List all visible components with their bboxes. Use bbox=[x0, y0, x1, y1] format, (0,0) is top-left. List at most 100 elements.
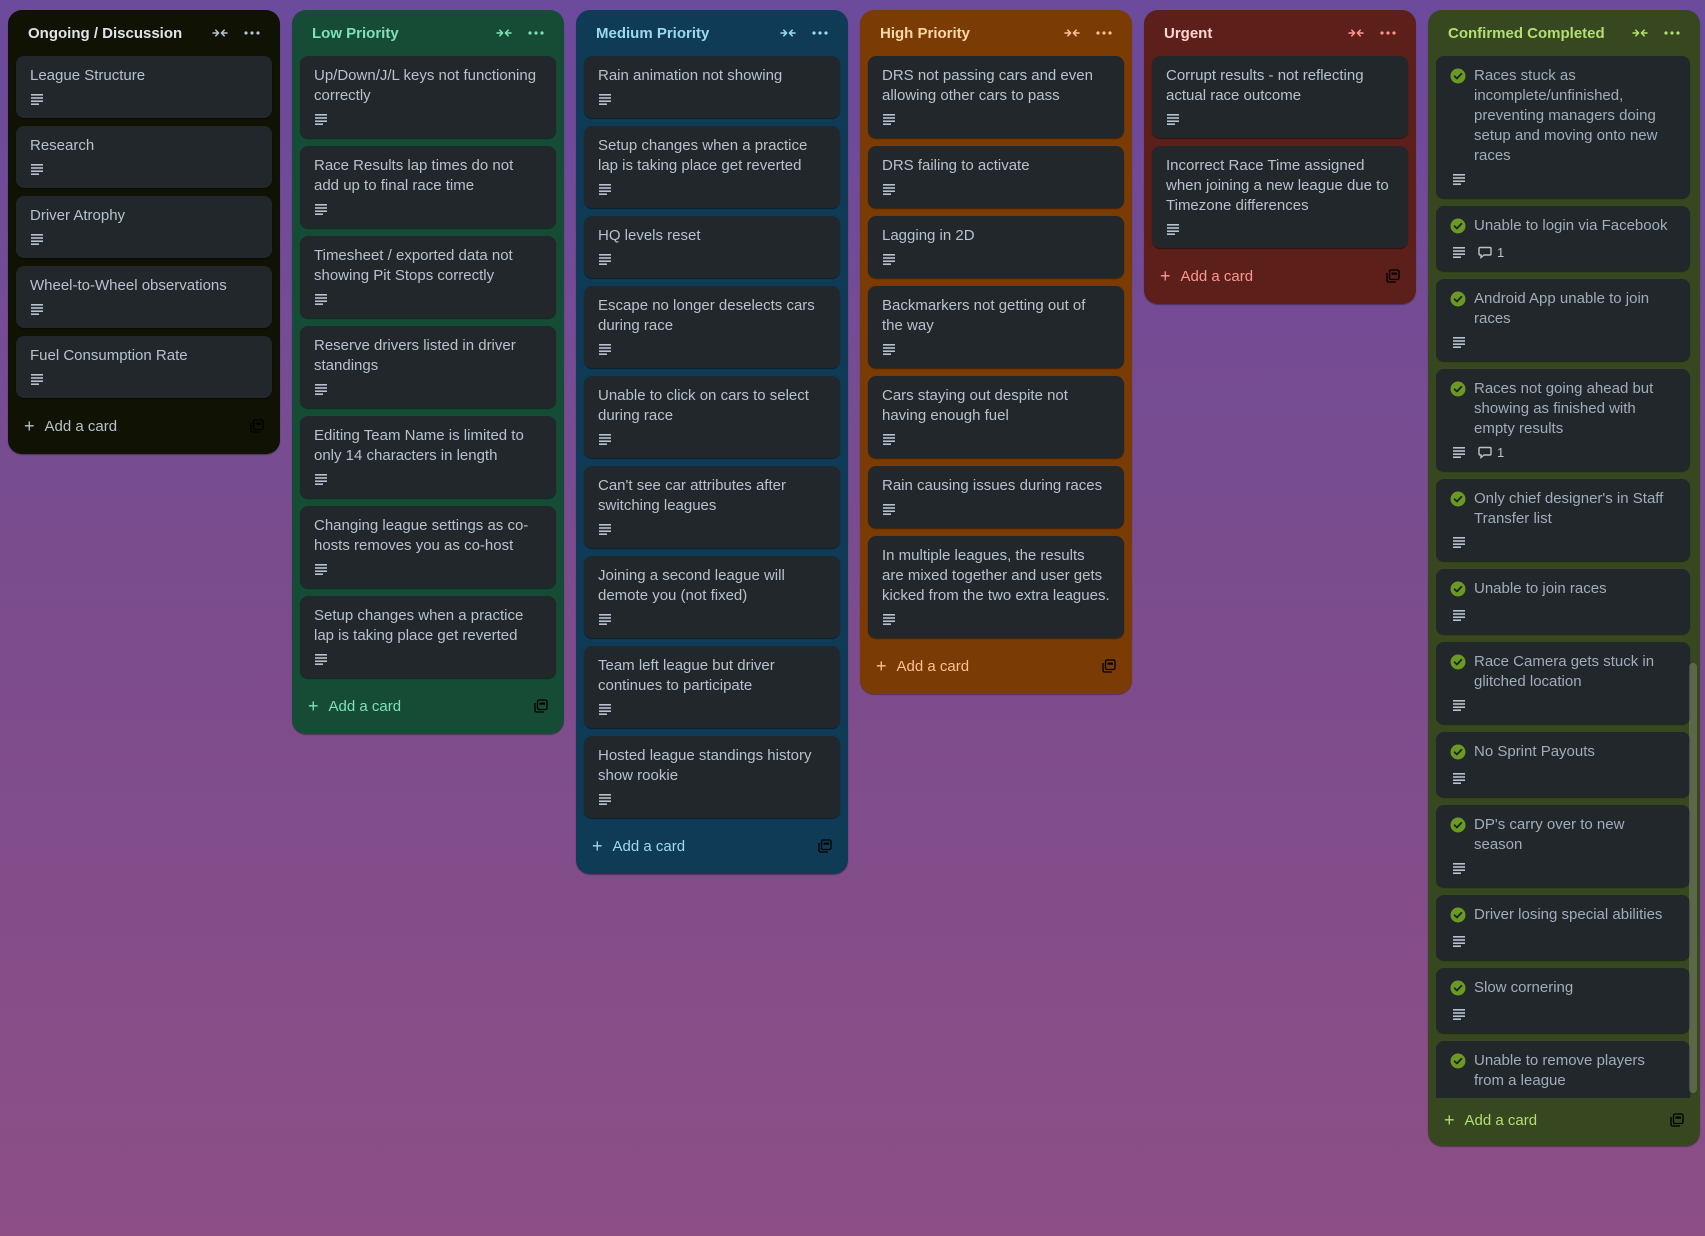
description-icon bbox=[30, 373, 44, 385]
collapse-icon[interactable] bbox=[1342, 19, 1370, 47]
scrollbar-thumb[interactable] bbox=[1689, 663, 1697, 1093]
card[interactable]: Unable to click on cars to select during… bbox=[584, 376, 840, 458]
list-header[interactable]: Low Priority bbox=[300, 10, 556, 56]
card[interactable]: Unable to remove players from a league bbox=[1436, 1041, 1690, 1098]
card[interactable]: Only chief designer's in Staff Transfer … bbox=[1436, 479, 1690, 561]
card[interactable]: Android App unable to join races bbox=[1436, 279, 1690, 361]
completed-check-icon[interactable] bbox=[1450, 1053, 1466, 1091]
list-title[interactable]: Urgent bbox=[1164, 24, 1213, 42]
card[interactable]: Slow cornering bbox=[1436, 968, 1690, 1033]
card[interactable]: Races stuck as incomplete/unfinished, pr… bbox=[1436, 56, 1690, 198]
card[interactable]: In multiple leagues, the results are mix… bbox=[868, 536, 1124, 638]
card[interactable]: DRS failing to activate bbox=[868, 146, 1124, 208]
card[interactable]: HQ levels reset bbox=[584, 216, 840, 278]
completed-check-icon[interactable] bbox=[1450, 817, 1466, 855]
more-options-icon[interactable] bbox=[1374, 19, 1402, 47]
list-title[interactable]: Confirmed Completed bbox=[1448, 24, 1605, 42]
add-card-button[interactable]: + Add a card bbox=[24, 417, 117, 435]
card[interactable]: Incorrect Race Time assigned when joinin… bbox=[1152, 146, 1408, 248]
add-card-label: Add a card bbox=[1464, 1111, 1538, 1129]
collapse-icon[interactable] bbox=[490, 19, 518, 47]
add-card-button[interactable]: + Add a card bbox=[1444, 1111, 1537, 1129]
list-header[interactable]: Confirmed Completed bbox=[1436, 10, 1692, 56]
card[interactable]: Can't see car attributes after switching… bbox=[584, 466, 840, 548]
card[interactable]: Cars staying out despite not having enou… bbox=[868, 376, 1124, 458]
card[interactable]: DRS not passing cars and even allowing o… bbox=[868, 56, 1124, 138]
card[interactable]: Rain animation not showing bbox=[584, 56, 840, 118]
card[interactable]: Team left league but driver continues to… bbox=[584, 646, 840, 728]
completed-check-icon[interactable] bbox=[1450, 291, 1466, 329]
completed-check-icon[interactable] bbox=[1450, 581, 1466, 602]
card[interactable]: Wheel-to-Wheel observations bbox=[16, 266, 272, 328]
card[interactable]: Race Results lap times do not add up to … bbox=[300, 146, 556, 228]
card[interactable]: Backmarkers not getting out of the way bbox=[868, 286, 1124, 368]
add-card-button[interactable]: + Add a card bbox=[876, 657, 969, 675]
create-from-template-icon[interactable] bbox=[1102, 659, 1116, 673]
collapse-icon[interactable] bbox=[774, 19, 802, 47]
card[interactable]: Setup changes when a practice lap is tak… bbox=[584, 126, 840, 208]
card[interactable]: Joining a second league will demote you … bbox=[584, 556, 840, 638]
card[interactable]: Escape no longer deselects cars during r… bbox=[584, 286, 840, 368]
card[interactable]: Driver Atrophy bbox=[16, 196, 272, 258]
completed-check-icon[interactable] bbox=[1450, 907, 1466, 928]
card[interactable]: Lagging in 2D bbox=[868, 216, 1124, 278]
card[interactable]: Fuel Consumption Rate bbox=[16, 336, 272, 398]
card[interactable]: No Sprint Payouts bbox=[1436, 732, 1690, 797]
card[interactable]: Driver losing special abilities bbox=[1436, 895, 1690, 960]
card-title: Can't see car attributes after switching… bbox=[598, 477, 786, 514]
create-from-template-icon[interactable] bbox=[534, 699, 548, 713]
add-card-button[interactable]: + Add a card bbox=[1160, 267, 1253, 285]
card[interactable]: Corrupt results - not reflecting actual … bbox=[1152, 56, 1408, 138]
card[interactable]: League Structure bbox=[16, 56, 272, 118]
list-header[interactable]: Medium Priority bbox=[584, 10, 840, 56]
description-icon bbox=[314, 563, 328, 575]
more-options-icon[interactable] bbox=[1658, 19, 1686, 47]
collapse-icon[interactable] bbox=[206, 19, 234, 47]
completed-check-icon[interactable] bbox=[1450, 68, 1466, 166]
create-from-template-icon[interactable] bbox=[1670, 1113, 1684, 1127]
completed-check-icon[interactable] bbox=[1450, 744, 1466, 765]
list-title[interactable]: Medium Priority bbox=[596, 24, 710, 42]
card[interactable]: Changing league settings as co-hosts rem… bbox=[300, 506, 556, 588]
list-header[interactable]: Ongoing / Discussion bbox=[16, 10, 272, 56]
create-from-template-icon[interactable] bbox=[1386, 269, 1400, 283]
more-options-icon[interactable] bbox=[1090, 19, 1118, 47]
list-header[interactable]: Urgent bbox=[1152, 10, 1408, 56]
completed-check-icon[interactable] bbox=[1450, 654, 1466, 692]
card[interactable]: Timesheet / exported data not showing Pi… bbox=[300, 236, 556, 318]
card[interactable]: Setup changes when a practice lap is tak… bbox=[300, 596, 556, 678]
list-high-priority: High Priority DRS not passing cars and e… bbox=[860, 10, 1132, 694]
scrollbar[interactable] bbox=[1689, 58, 1697, 1108]
more-options-icon[interactable] bbox=[806, 19, 834, 47]
card[interactable]: Up/Down/J/L keys not functioning correct… bbox=[300, 56, 556, 138]
create-from-template-icon[interactable] bbox=[818, 839, 832, 853]
description-icon bbox=[30, 93, 44, 105]
list-title[interactable]: Ongoing / Discussion bbox=[28, 24, 183, 42]
completed-check-icon[interactable] bbox=[1450, 218, 1466, 239]
add-card-button[interactable]: + Add a card bbox=[592, 837, 685, 855]
card[interactable]: Race Camera gets stuck in glitched locat… bbox=[1436, 642, 1690, 724]
list-title[interactable]: High Priority bbox=[880, 24, 971, 42]
more-options-icon[interactable] bbox=[522, 19, 550, 47]
card[interactable]: Rain causing issues during races bbox=[868, 466, 1124, 528]
card[interactable]: DP's carry over to new season bbox=[1436, 805, 1690, 887]
card[interactable]: Research bbox=[16, 126, 272, 188]
card[interactable]: Unable to login via Facebook 1 bbox=[1436, 206, 1690, 271]
add-card-button[interactable]: + Add a card bbox=[308, 697, 401, 715]
completed-check-icon[interactable] bbox=[1450, 491, 1466, 529]
list-title[interactable]: Low Priority bbox=[312, 24, 399, 42]
collapse-icon[interactable] bbox=[1058, 19, 1086, 47]
card[interactable]: Races not going ahead but showing as fin… bbox=[1436, 369, 1690, 471]
card[interactable]: Editing Team Name is limited to only 14 … bbox=[300, 416, 556, 498]
card[interactable]: Reserve drivers listed in driver standin… bbox=[300, 326, 556, 408]
completed-check-icon[interactable] bbox=[1450, 980, 1466, 1001]
collapse-icon[interactable] bbox=[1626, 19, 1654, 47]
description-icon bbox=[882, 183, 896, 195]
create-from-template-icon[interactable] bbox=[250, 419, 264, 433]
completed-check-icon[interactable] bbox=[1450, 381, 1466, 439]
more-options-icon[interactable] bbox=[238, 19, 266, 47]
card-scroll-area[interactable]: Races stuck as incomplete/unfinished, pr… bbox=[1436, 56, 1700, 1098]
card[interactable]: Unable to join races bbox=[1436, 569, 1690, 634]
list-header[interactable]: High Priority bbox=[868, 10, 1124, 56]
card[interactable]: Hosted league standings history show roo… bbox=[584, 736, 840, 818]
